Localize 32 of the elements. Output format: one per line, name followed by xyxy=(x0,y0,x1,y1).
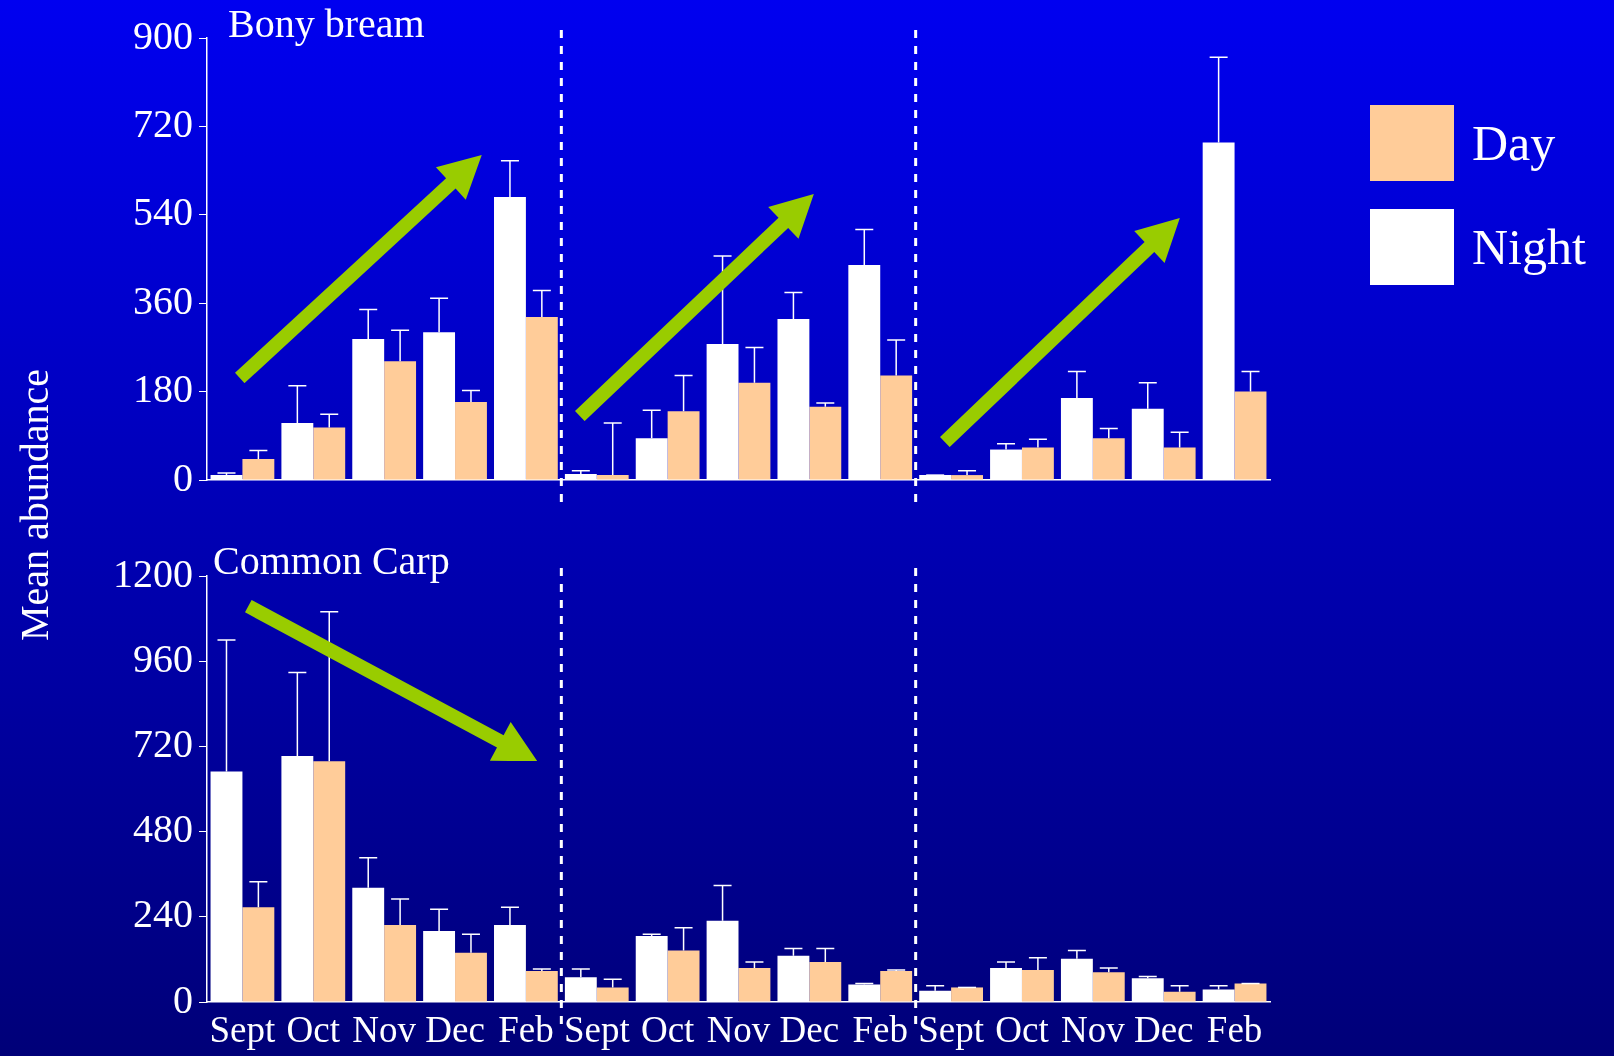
x-tick-label: Dec xyxy=(1133,1008,1194,1050)
y-tick-label: 540 xyxy=(133,189,193,235)
y-tick-label: 1200 xyxy=(113,550,193,596)
x-tick-label: Feb xyxy=(852,1008,908,1050)
x-tick-label: Sept xyxy=(918,1008,985,1050)
y-tick-label: 720 xyxy=(133,720,193,766)
x-tick-label: Feb xyxy=(1206,1008,1263,1050)
chart-title: Common Carp xyxy=(213,538,450,583)
x-tick-label: Dec xyxy=(425,1008,485,1050)
y-tick-label: 960 xyxy=(133,635,193,681)
x-tick-label: Feb xyxy=(498,1008,554,1050)
x-tick-label: Nov xyxy=(1060,1008,1126,1050)
x-tick-label: Nov xyxy=(706,1008,771,1050)
x-tick-label: Dec xyxy=(779,1008,840,1050)
x-tick-label: Oct xyxy=(640,1008,696,1050)
y-axis-title: Mean abundance xyxy=(12,368,58,642)
y-tick-label: 480 xyxy=(133,806,193,852)
y-tick-label: 240 xyxy=(133,891,193,937)
y-tick-label: 0 xyxy=(173,454,193,500)
y-tick-label: 720 xyxy=(133,100,193,146)
legend-label: Night xyxy=(1472,218,1586,276)
chart-title: Bony bream xyxy=(228,1,425,46)
y-tick-label: 900 xyxy=(133,12,193,58)
x-tick-label: Sept xyxy=(563,1008,631,1050)
y-tick-label: 180 xyxy=(133,366,193,412)
x-tick-label: Sept xyxy=(209,1008,277,1050)
legend-label: Day xyxy=(1472,114,1556,172)
y-tick-label: 0 xyxy=(173,976,193,1022)
y-tick-label: 360 xyxy=(133,277,193,323)
x-tick-label: Nov xyxy=(352,1008,417,1050)
x-tick-label: Oct xyxy=(995,1008,1050,1050)
x-tick-label: Oct xyxy=(286,1008,341,1050)
